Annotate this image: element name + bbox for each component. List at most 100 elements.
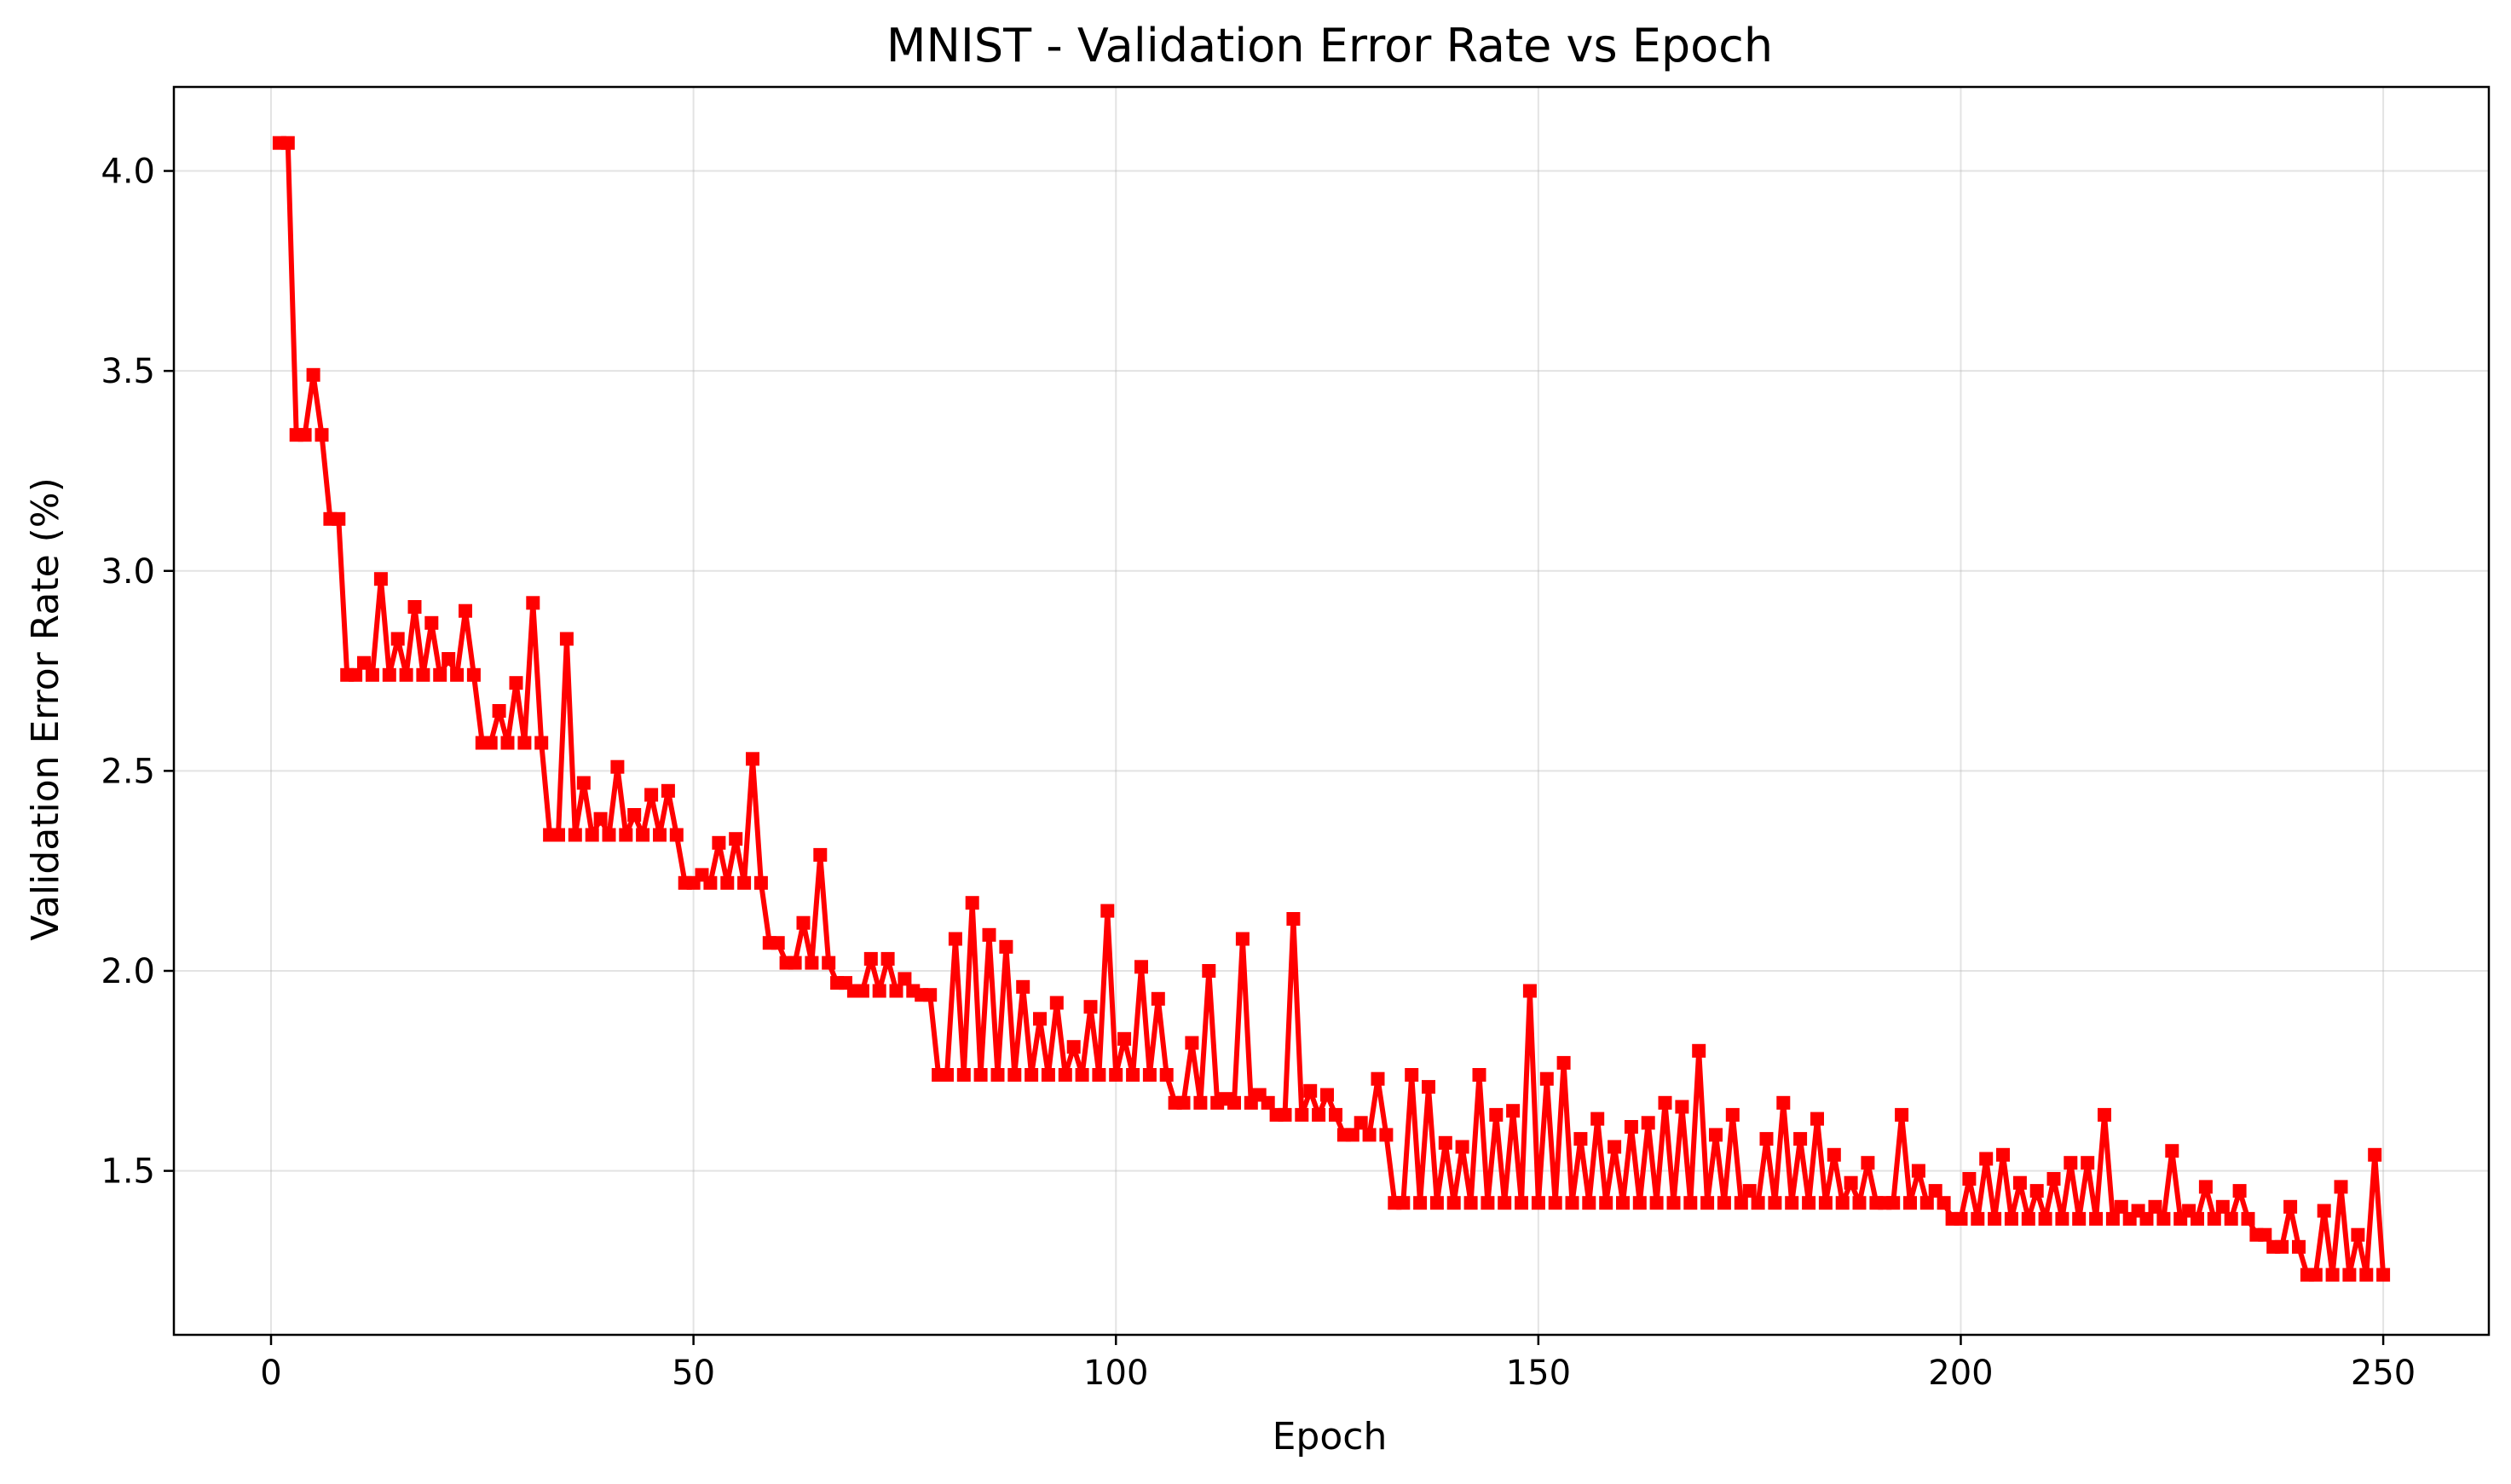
data-point-marker [1582,1196,1596,1210]
data-point-marker [382,667,396,682]
data-point-marker [1954,1211,1968,1226]
data-point-marker [720,875,735,890]
y-tick-label: 1.5 [101,1152,155,1192]
y-tick-label: 2.0 [101,952,155,991]
data-point-marker [2283,1199,2298,1214]
data-point-marker [1565,1196,1579,1210]
data-point-marker [1522,984,1537,998]
data-point-marker [2156,1211,2171,1226]
data-point-marker [1649,1196,1664,1210]
x-tick-label: 250 [2351,1354,2416,1393]
data-point-marker [1126,1068,1140,1082]
data-point-marker [1134,960,1148,974]
data-point-marker [1396,1196,1411,1210]
data-point-marker [965,896,979,910]
data-point-marker [1463,1196,1478,1210]
data-point-marker [1303,1083,1318,1098]
data-point-marker [576,776,591,790]
data-point-marker [1641,1116,1655,1130]
data-point-marker [551,828,565,842]
data-point-marker [746,752,759,766]
y-tick-label: 3.0 [101,552,155,592]
data-point-marker [1768,1196,1782,1210]
data-point-marker [2342,1267,2357,1282]
data-point-marker [880,951,895,966]
data-point-marker [1971,1211,1985,1226]
data-point-marker [399,667,413,682]
data-point-marker [2232,1184,2247,1198]
data-point-marker [1041,1068,1055,1082]
data-point-marker [822,956,836,970]
data-point-marker [433,667,447,682]
data-point-marker [1759,1132,1774,1146]
data-point-marker [306,367,320,382]
data-point-marker [1776,1095,1791,1110]
data-point-marker [280,136,295,150]
data-point-marker [1176,1095,1191,1110]
data-point-marker [788,956,802,970]
data-point-marker [602,828,616,842]
data-point-marker [1556,1055,1571,1070]
data-point-marker [771,936,785,950]
data-point-marker [1937,1196,1951,1210]
x-tick-label: 100 [1083,1354,1148,1393]
plot-frame [172,85,2491,1337]
x-axis-label: Epoch [1273,1415,1388,1458]
data-point-marker [1506,1104,1521,1118]
data-point-marker [898,972,912,986]
data-point-marker [1590,1112,1605,1126]
data-point-marker [1278,1107,1292,1122]
data-point-marker [1895,1107,1909,1122]
data-point-marker [2207,1211,2221,1226]
data-point-marker [1345,1128,1359,1142]
data-point-marker [1852,1196,1867,1210]
data-point-marker [855,984,869,998]
data-point-marker [627,808,642,822]
data-point-marker [610,759,625,774]
data-point-marker [424,615,439,630]
data-point-marker [559,632,574,646]
data-point-marker [1083,1000,1098,1014]
data-point-marker [2148,1199,2162,1214]
data-point-marker [2368,1147,2382,1162]
plot-series [272,136,2391,1282]
chart-title: MNIST - Validation Error Rate vs Epoch [886,19,1773,72]
data-point-marker [2072,1211,2087,1226]
data-point-marker [568,828,582,842]
data-point-marker [712,835,726,850]
data-point-marker [2351,1227,2365,1242]
data-point-marker [1058,1068,1072,1082]
data-point-marker [1692,1043,1706,1058]
data-point-marker [1539,1071,1554,1086]
data-point-marker [1861,1156,1875,1170]
data-point-marker [1092,1068,1106,1082]
data-point-marker [2089,1211,2104,1226]
data-point-marker [1531,1196,1545,1210]
data-point-marker [2334,1180,2348,1194]
data-point-marker [500,736,515,750]
data-point-marker [1049,996,1064,1010]
data-point-marker [2359,1267,2374,1282]
data-point-marker [2325,1267,2340,1282]
data-point-marker [1413,1196,1428,1210]
data-point-marker [703,875,718,890]
data-point-marker [2241,1211,2255,1226]
data-point-marker [923,988,938,1002]
data-point-marker [1007,1068,1022,1082]
data-point-marker [2055,1211,2069,1226]
data-point-marker [1599,1196,1613,1210]
data-point-marker [2029,1184,2044,1198]
data-point-marker [805,956,819,970]
data-point-marker [948,932,962,946]
data-point-marker [1109,1068,1123,1082]
data-point-marker [2258,1227,2272,1242]
data-point-marker [1362,1128,1377,1142]
data-point-marker [2081,1156,2095,1170]
data-point-marker [1498,1196,1512,1210]
data-point-marker [1446,1196,1461,1210]
data-point-marker [1405,1068,1419,1082]
data-point-marker [619,828,633,842]
data-point-marker [889,984,903,998]
